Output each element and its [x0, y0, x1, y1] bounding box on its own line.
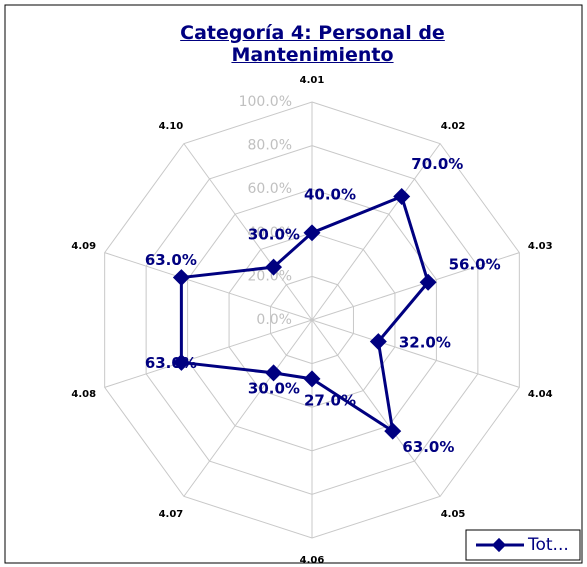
y-tick-label: 40.0%: [248, 225, 292, 241]
spoke: [183, 319, 313, 497]
data-label: 30.0%: [248, 380, 300, 398]
data-label: 70.0%: [411, 155, 463, 173]
category-label: 4.04: [528, 389, 553, 400]
spoke: [104, 319, 313, 388]
marker: [265, 258, 283, 276]
spoke: [311, 319, 520, 388]
data-label: 63.0%: [402, 438, 454, 456]
category-label: 4.05: [441, 509, 466, 520]
category-label: 4.07: [159, 509, 184, 520]
marker: [419, 273, 437, 291]
category-label: 4.02: [441, 121, 466, 132]
spoke: [183, 143, 313, 321]
category-label: 4.10: [159, 121, 184, 132]
marker: [369, 333, 387, 351]
y-tick-label: 20.0%: [248, 268, 292, 284]
spoke: [104, 252, 313, 321]
category-label: 4.09: [71, 241, 96, 252]
marker: [265, 364, 283, 382]
data-label: 27.0%: [304, 391, 356, 409]
data-label: 63.0%: [145, 251, 197, 269]
marker: [172, 269, 190, 287]
data-label: 30.0%: [248, 225, 300, 243]
legend-label: Tot...: [527, 535, 569, 555]
data-label: 56.0%: [449, 256, 501, 274]
y-tick-label: 100.0%: [239, 94, 292, 110]
legend-marker: [491, 537, 507, 553]
category-label: 4.08: [71, 389, 96, 400]
y-tick-label: 0.0%: [256, 312, 292, 328]
marker: [393, 188, 411, 206]
marker: [303, 370, 321, 388]
frame: [4, 4, 583, 564]
category-label: 4.06: [300, 555, 325, 566]
spoke: [311, 252, 520, 321]
data-label: 40.0%: [304, 185, 356, 203]
chart-title: Categoría 4: Personal de Mantenimiento: [180, 22, 445, 66]
y-tick-label: 80.0%: [248, 138, 292, 154]
category-label: 4.03: [528, 241, 553, 252]
marker: [384, 422, 402, 440]
category-label: 4.01: [300, 75, 325, 86]
marker: [172, 353, 190, 371]
data-label: 32.0%: [399, 333, 451, 351]
spoke: [311, 319, 441, 497]
y-tick-label: 60.0%: [248, 181, 292, 197]
marker: [303, 224, 321, 242]
spoke: [311, 143, 441, 321]
data-label: 63.0%: [145, 354, 197, 372]
